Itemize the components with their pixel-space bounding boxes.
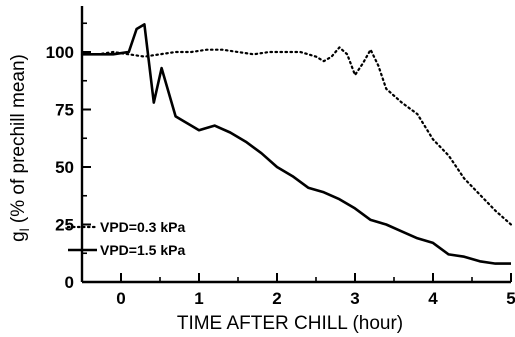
- y-axis-title-subscript: l: [17, 228, 32, 231]
- x-tick-label: 5: [506, 289, 515, 308]
- y-axis-title-symbol: g: [8, 231, 29, 242]
- y-axis-title-suffix: (% of prechill mean): [8, 54, 29, 228]
- y-axis-title: gl (% of prechill mean): [8, 54, 32, 242]
- series-line-vpd-15: [82, 23, 511, 265]
- x-axis-title: TIME AFTER CHILL (hour): [177, 313, 403, 334]
- series-lines: [80, 23, 513, 265]
- y-tick-label: 100: [46, 43, 74, 62]
- legend: VPD=0.3 kPa VPD=1.5 kPa: [66, 219, 185, 258]
- x-tick-label: 0: [116, 289, 125, 308]
- x-tick-label: 2: [272, 289, 281, 308]
- y-tick-label: 25: [55, 216, 74, 235]
- legend-label-vpd-15: VPD=1.5 kPa: [100, 242, 185, 258]
- series-line-vpd-03: [80, 46, 513, 226]
- x-tick-label: 1: [194, 289, 203, 308]
- legend-label-vpd-03: VPD=0.3 kPa: [100, 219, 185, 235]
- y-tick-label: 0: [65, 273, 74, 292]
- x-tick-label: 4: [428, 289, 438, 308]
- x-tick-label: 3: [350, 289, 359, 308]
- y-tick-label: 75: [55, 101, 74, 120]
- y-tick-label: 50: [55, 158, 74, 177]
